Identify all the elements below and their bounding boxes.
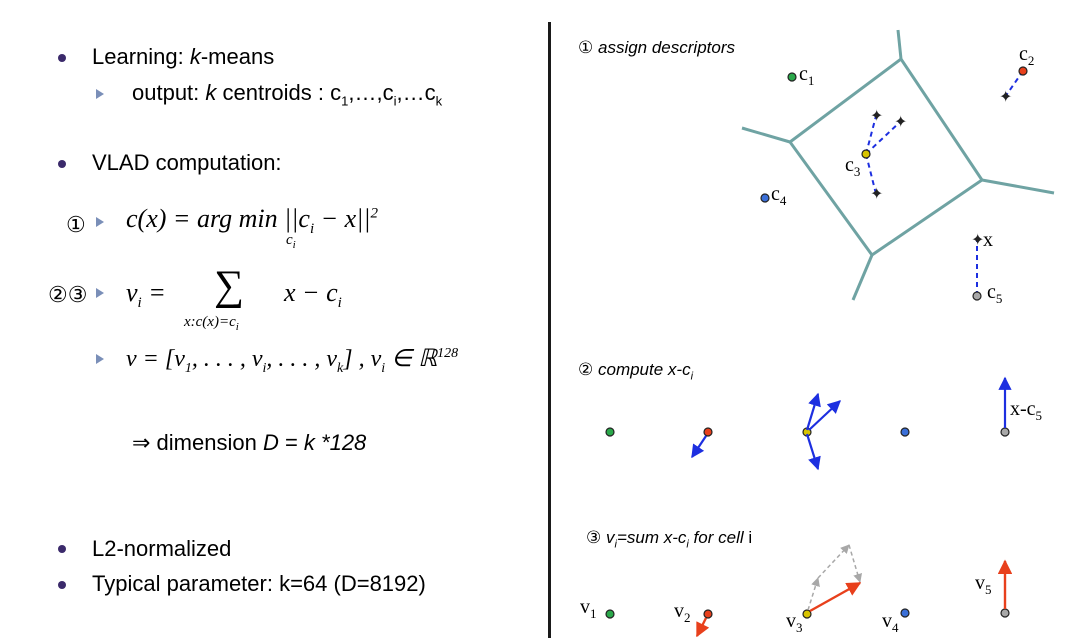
label-c1: c1 [799, 63, 815, 88]
sub-bullet-triangle [96, 89, 104, 99]
centroid-c1 [787, 72, 797, 82]
step-marker-1: ① [66, 212, 86, 237]
formula-vi: vi = [126, 278, 166, 312]
label-c2: c2 [1019, 43, 1035, 68]
bullet-l2: L2-normalized [92, 536, 232, 561]
formula-argmin-subscript: ci [286, 232, 296, 251]
panel1-title: ① assign descriptors [578, 38, 735, 57]
p2-node-c1 [605, 427, 615, 437]
formula-v: v = [v1, . . . , vi, . . . , vk] , vi ∈ … [126, 346, 459, 376]
formula-assign: c(x) = arg min ||ci − x||2 [126, 204, 378, 238]
svg-text:✦: ✦ [870, 186, 883, 203]
descriptor-links-c3 [865, 70, 1024, 296]
centroid-c4 [760, 193, 770, 203]
sub-bullet-triangle [96, 217, 104, 227]
centroid-c3 [861, 149, 871, 159]
svg-text:✦: ✦ [894, 114, 907, 131]
label-v5: v5 [975, 572, 992, 597]
bullet-dot [58, 160, 66, 168]
p3-node-v3 [802, 609, 812, 619]
svg-text:✦: ✦ [999, 89, 1012, 106]
sub-bullet-triangle [96, 354, 104, 364]
p3-node-v5 [1000, 608, 1010, 618]
formula-sum-subscript: x:c(x)=ci [184, 314, 239, 333]
formula-sum-sign: ∑ [214, 263, 244, 309]
bullet-dot [58, 545, 66, 553]
label-c4: c4 [771, 183, 787, 208]
panel3-title: ③ vi=sum x-ci for cell i [586, 528, 753, 551]
sub-bullet-output: output: k centroids : c1,…,ci,…ck [132, 80, 443, 109]
label-c5: c5 [987, 281, 1003, 306]
dimension-text: ⇒ dimension D = k *128 [132, 430, 367, 455]
bullet-learning: Learning: k-means [92, 44, 275, 69]
label-v1: v1 [580, 596, 597, 621]
bullet-dot [58, 54, 66, 62]
p3-node-v4 [900, 608, 910, 618]
label-v2: v2 [674, 600, 691, 625]
p3-node-v2 [703, 609, 713, 619]
p3-node-v1 [605, 609, 615, 619]
p2-node-c4 [900, 427, 910, 437]
column-divider [548, 22, 551, 638]
panel2-title: ② compute x-ci [578, 360, 694, 383]
p2-node-c2 [703, 427, 713, 437]
centroid-c2 [1018, 66, 1028, 76]
label-v3: v3 [786, 610, 803, 635]
descriptor-stars: ✦ ✦ ✦ ✦ ✦ [870, 89, 1012, 249]
step-marker-23: ②③ [48, 282, 88, 307]
label-v4: v4 [882, 610, 899, 635]
bullet-vlad: VLAD computation: [92, 150, 282, 175]
formula-sum-term: x − ci [284, 278, 342, 312]
voronoi-cell [741, 29, 1055, 301]
sum-construction-arrows [807, 544, 863, 611]
label-c3: c3 [845, 154, 861, 179]
centroid-c5 [972, 291, 982, 301]
label-x: x [983, 229, 993, 251]
bullet-typical: Typical parameter: k=64 (D=8192) [92, 571, 426, 596]
residual-arrows [691, 376, 1012, 471]
label-x-c5: x-c5 [1010, 398, 1043, 423]
svg-text:✦: ✦ [870, 108, 883, 125]
bullet-dot [58, 581, 66, 589]
vlad-vector-arrows [695, 559, 1013, 638]
sub-bullet-triangle [96, 288, 104, 298]
p2-node-c5 [1000, 427, 1010, 437]
svg-text:✦: ✦ [971, 232, 984, 249]
